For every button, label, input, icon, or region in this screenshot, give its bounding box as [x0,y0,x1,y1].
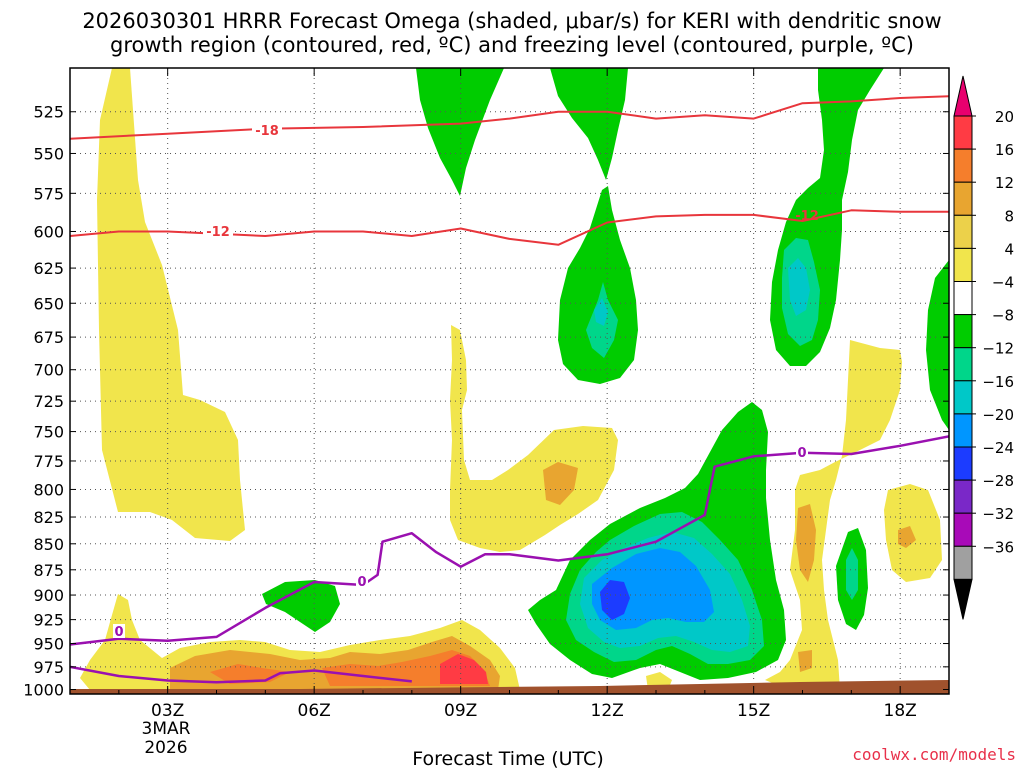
colorbar-segment [953,281,973,316]
y-axis-pressure: 525 550 575 600 625 650 675 700 725 750 775 800 825 8… [23,103,949,700]
colorbar-label: −24 [982,439,1014,457]
y-tick-label: 675 [33,328,64,347]
y-tick-label: 725 [33,392,64,411]
y-tick-label: 800 [33,480,64,499]
colorbar-segment [953,446,973,481]
omega-fill-16-20 [440,654,488,684]
y-tick-label: 575 [33,184,64,203]
colorbar-segment [953,314,973,349]
contour-label-zero-mid: 0 [356,574,368,590]
surface-terrain-band [70,680,949,694]
contour-label-minus12-right: -12 [795,209,819,224]
x-tick-label: 12Z [591,701,624,721]
freezing-level-line [70,665,412,684]
colorbar: 20 16 12 8 4 −4 −8 −12 −16 −20 −24 −28 −32 −36 [953,75,1014,620]
x-axis-title: Forecast Time (UTC) [412,748,603,768]
colorbar-label: 20 [995,108,1014,126]
freezing-level-line [70,435,949,646]
x-tick-label: 15Z [737,701,770,721]
freezing-level-contours [70,435,949,684]
colorbar-segment [953,347,973,382]
y-tick-label: 925 [33,611,64,630]
colorbar-segment [953,148,973,183]
y-tick-label: 525 [33,103,64,122]
y-tick-label: 975 [33,658,64,677]
y-tick-label: 825 [33,508,64,527]
svg-text:0: 0 [357,575,366,590]
contour-label-minus12-left: -12 [203,223,233,240]
colorbar-top-arrow [953,75,973,117]
dendritic-contour-line [70,209,949,246]
colorbar-segment [953,181,973,216]
colorbar-segment [953,545,973,580]
credit-text: coolwx.com/models [852,745,1016,764]
svg-text:-12: -12 [206,225,230,240]
svg-text:-12: -12 [795,209,819,224]
svg-text:-18: -18 [255,124,279,139]
x-tick-label: 09Z [444,701,477,721]
contour-label-zero-left: 0 [113,624,125,640]
dendritic-contour-line [70,95,949,140]
colorbar-label: −28 [982,472,1014,490]
colorbar-segment [953,247,973,282]
colorbar-label: −16 [982,373,1014,391]
y-tick-label: 600 [33,222,64,241]
x-axis-time: 03Z 06Z 09Z 12Z 15Z 18Z [69,68,950,721]
colorbar-segment [953,214,973,249]
colorbar-segment [953,413,973,448]
omega-fill-neg20-24 [600,580,630,620]
colorbar-segment [953,115,973,150]
colorbar-label: −4 [992,274,1014,292]
chart-title-line-1: 2026030301 HRRR Forecast Omega (shaded, … [82,9,941,33]
chart-title-line-2: growth region (contoured, red, ºC) and f… [110,33,914,57]
y-tick-label: 875 [33,561,64,580]
x-date-label-day: 3MAR [142,719,191,739]
colorbar-label: 16 [995,141,1014,159]
colorbar-label: −32 [982,505,1014,523]
colorbar-label: 4 [1004,240,1014,258]
x-tick-label: 03Z [151,701,184,721]
svg-text:0: 0 [114,625,123,640]
y-tick-label: 775 [33,452,64,471]
dendritic-snow-growth-contours [70,95,949,246]
colorbar-segment [953,380,973,415]
y-tick-label: 750 [33,423,64,442]
y-tick-label: 650 [33,294,64,313]
y-tick-label: 900 [33,586,64,605]
x-tick-label: 06Z [298,701,331,721]
y-tick-label: 700 [33,361,64,380]
colorbar-label: −12 [982,340,1014,358]
colorbar-segment [953,512,973,547]
colorbar-label: −36 [982,538,1014,556]
colorbar-label: −8 [992,307,1014,325]
x-date-label-year: 2026 [144,738,187,758]
contour-label-zero-right: 0 [796,445,808,461]
y-tick-label: 1000 [23,681,64,700]
colorbar-label: −20 [982,406,1014,424]
svg-text:0: 0 [797,446,806,461]
colorbar-label: 8 [1004,207,1014,225]
colorbar-bottom-arrow [953,578,973,620]
x-tick-label: 18Z [884,701,917,721]
colorbar-segment [953,479,973,514]
colorbar-label: 12 [995,174,1014,192]
y-tick-label: 850 [33,535,64,554]
y-tick-label: 950 [33,635,64,654]
y-tick-label: 550 [33,144,64,163]
y-tick-label: 625 [33,259,64,278]
contour-label-minus18: -18 [252,122,282,139]
